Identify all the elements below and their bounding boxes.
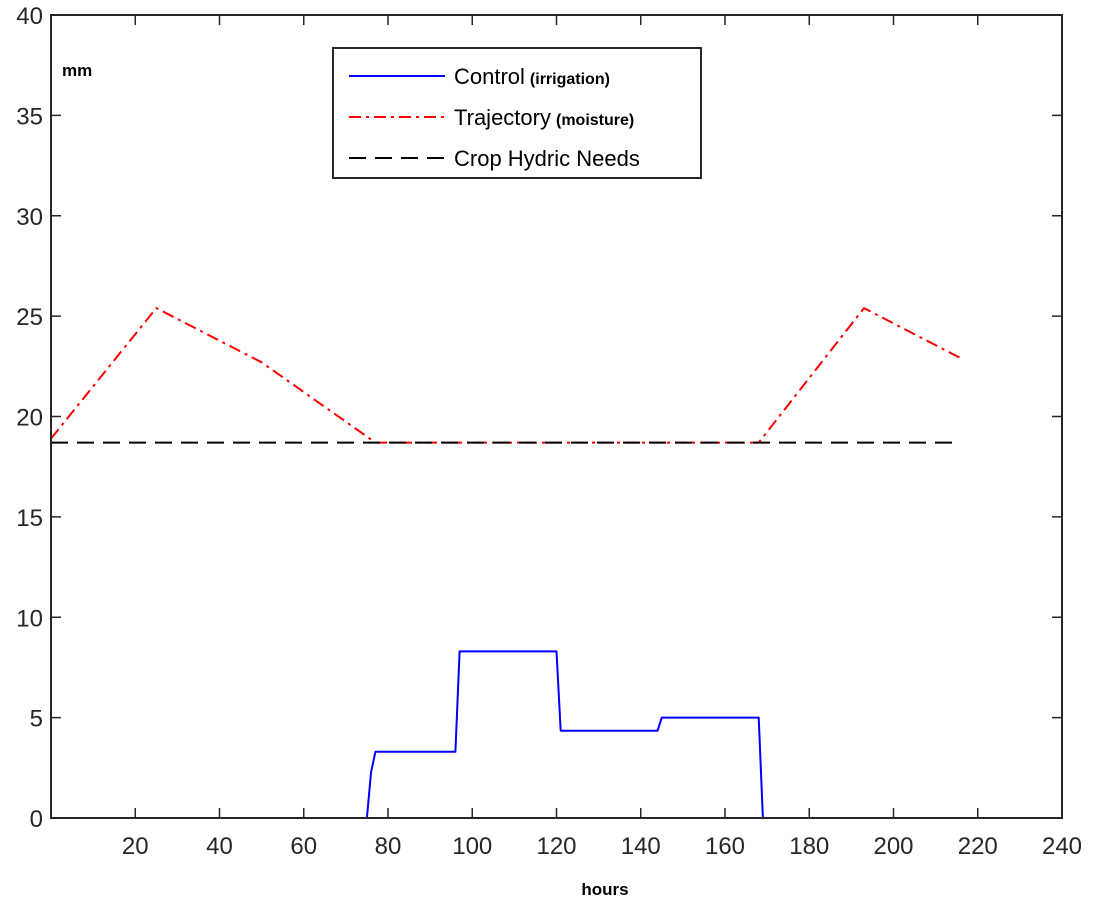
series-line-0 [51,650,961,819]
tick-layer: 20 40 60 80 100 120 140 160 180 200 220 240 0 5 10 15 20… [16,3,1082,860]
y-tick-label: 25 [16,304,43,331]
legend-label-2: Crop Hydric Needs [454,146,640,171]
legend: Control (irrigation)Trajectory (moisture)C… [332,47,702,179]
y-tick-label: 5 [30,706,43,733]
y-tick-label: 20 [16,405,43,432]
x-tick-label: 40 [206,833,233,860]
x-tick-label: 60 [290,833,317,860]
y-tick-label: 35 [16,103,43,130]
x-tick-label: 200 [873,833,913,860]
y-tick-label: 40 [16,3,43,30]
legend-box [332,47,702,179]
y-tick-label: 0 [30,806,43,833]
x-tick-label: 220 [958,833,998,860]
x-tick-label: 140 [621,833,661,860]
x-tick-label: 160 [705,833,745,860]
x-tick-label: 20 [122,833,149,860]
x-tick-label: 80 [375,833,402,860]
x-tick-label: 180 [789,833,829,860]
x-tick-label: 100 [452,833,492,860]
y-tick-label: 10 [16,605,43,632]
series-layer [50,307,962,819]
x-tick-label: 240 [1042,833,1082,860]
y-tick-label: 30 [16,204,43,231]
y-tick-label: 15 [16,505,43,532]
x-tick-label: 120 [536,833,576,860]
y-axis-label: mm [62,61,92,80]
x-axis-label: hours [581,880,628,899]
